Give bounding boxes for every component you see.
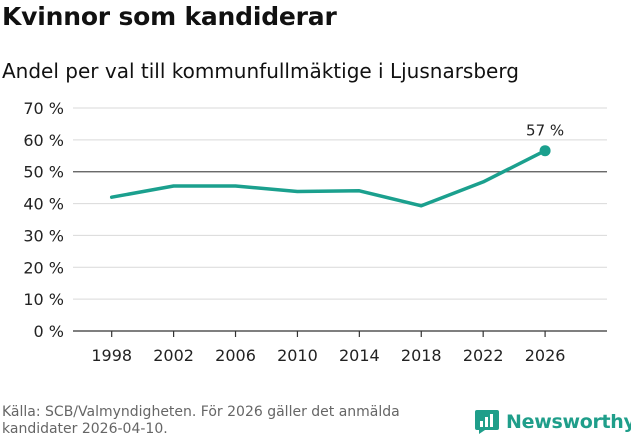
x-tick-label: 2022 xyxy=(463,346,504,365)
series-line xyxy=(109,148,547,208)
newsworthy-logo[interactable]: Newsworthy xyxy=(474,407,631,437)
source-note: Källa: SCB/Valmyndigheten. För 2026 gäll… xyxy=(2,404,400,437)
y-tick-label: 60 % xyxy=(23,131,64,150)
brand-name: Newsworthy xyxy=(506,411,631,433)
y-tick-label: 50 % xyxy=(23,163,64,182)
end-value-label: 57 % xyxy=(526,122,564,140)
y-tick-label: 40 % xyxy=(23,195,64,214)
x-tick-label: 2026 xyxy=(525,346,566,365)
end-point-marker xyxy=(539,145,551,157)
x-tick-label: 2002 xyxy=(153,346,194,365)
y-tick-label: 20 % xyxy=(23,258,64,277)
x-tick-label: 2010 xyxy=(277,346,318,365)
bar-chart-logo-icon xyxy=(475,410,499,434)
x-tick-label: 2006 xyxy=(215,346,256,365)
x-tick-label: 2014 xyxy=(339,346,380,365)
x-tick-label: 2018 xyxy=(401,346,442,365)
line-chart: 0 % 10 % 20 % 30 % 40 % 50 % 60 % 70 % 1998 2002 2… xyxy=(23,99,607,365)
chart-subtitle: Andel per val till kommunfullmäktige i L… xyxy=(2,59,519,83)
y-tick-label: 70 % xyxy=(23,99,64,118)
y-tick-label: 10 % xyxy=(23,290,64,309)
y-tick-label: 30 % xyxy=(23,226,64,245)
x-tick-label: 1998 xyxy=(91,346,132,365)
chart-title: Kvinnor som kandiderar xyxy=(2,2,337,31)
y-tick-label: 0 % xyxy=(34,322,64,341)
